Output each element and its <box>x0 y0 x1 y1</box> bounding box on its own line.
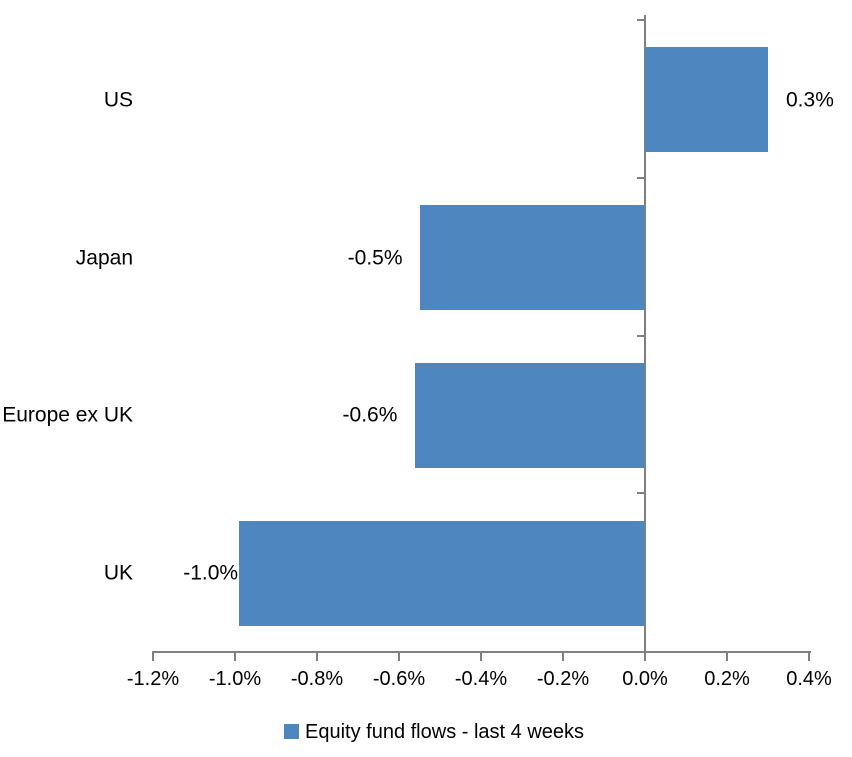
x-tick-label: 0.0% <box>622 668 668 690</box>
value-axis-tick <box>726 651 728 661</box>
data-label: -0.5% <box>347 246 403 270</box>
legend: Equity fund flows - last 4 weeks <box>284 720 585 743</box>
value-axis-tick <box>480 651 482 661</box>
bar-uk <box>239 520 645 626</box>
value-axis-tick <box>398 651 400 661</box>
data-label: -1.0% <box>183 561 239 585</box>
x-tick-label: -1.0% <box>208 668 262 690</box>
legend-label: Equity fund flows - last 4 weeks <box>305 720 585 743</box>
x-tick-label: -0.8% <box>290 668 344 690</box>
category-axis-tick <box>637 335 646 337</box>
value-axis-line <box>153 651 811 653</box>
data-label: -0.6% <box>342 403 398 427</box>
bar-europe-ex-uk <box>415 362 645 468</box>
category-label: UK <box>103 561 133 585</box>
x-tick-label: -0.4% <box>454 668 508 690</box>
value-axis-tick <box>316 651 318 661</box>
x-tick-label: 0.4% <box>786 668 832 690</box>
x-tick-label: -0.2% <box>536 668 590 690</box>
value-axis-tick <box>808 651 810 661</box>
category-axis-tick <box>637 19 646 21</box>
value-axis-tick <box>644 651 646 661</box>
x-tick-label: -1.2% <box>126 668 180 690</box>
value-axis-tick <box>152 651 154 661</box>
legend-swatch <box>284 724 299 739</box>
category-axis-line <box>644 15 646 661</box>
category-label: Europe ex UK <box>2 403 133 427</box>
x-tick-label: 0.2% <box>704 668 750 690</box>
x-tick-label: -0.6% <box>372 668 426 690</box>
category-axis-tick <box>637 492 646 494</box>
value-axis-tick <box>234 651 236 661</box>
category-axis-tick <box>637 177 646 179</box>
category-label: US <box>103 88 133 112</box>
data-label: 0.3% <box>786 88 834 112</box>
category-label: Japan <box>75 246 133 270</box>
bar-us <box>645 47 768 153</box>
value-axis-tick <box>562 651 564 661</box>
bar-japan <box>419 205 645 311</box>
